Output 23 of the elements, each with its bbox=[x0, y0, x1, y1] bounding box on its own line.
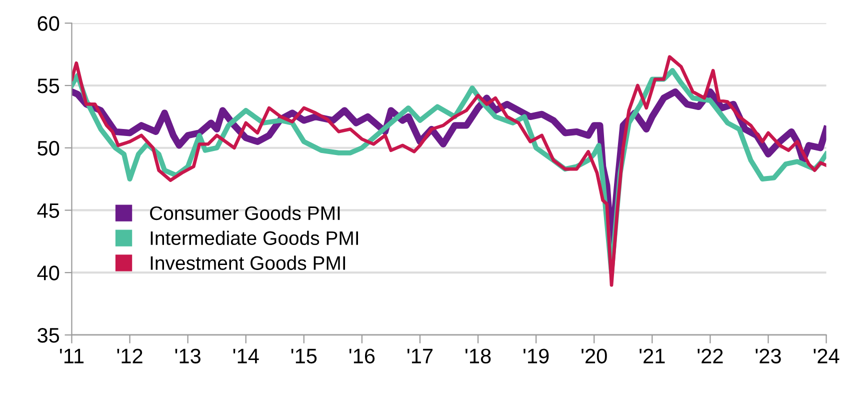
y-tick-label: 35 bbox=[38, 328, 60, 343]
x-tick-label: '21 bbox=[640, 348, 665, 364]
x-tick-label: '12 bbox=[117, 348, 142, 364]
legend-label: Intermediate Goods PMI bbox=[150, 230, 358, 246]
x-tick-label: '16 bbox=[349, 348, 375, 364]
y-tick-label: 55 bbox=[38, 78, 60, 94]
y-tick-label: 50 bbox=[38, 140, 60, 156]
x-tick-label: '19 bbox=[524, 348, 549, 364]
x-tick-label: '13 bbox=[175, 348, 200, 364]
x-tick-label: '23 bbox=[756, 348, 781, 364]
y-tick-label: 45 bbox=[37, 203, 60, 218]
x-tick-label: '18 bbox=[466, 348, 491, 364]
y-tick-label: 60 bbox=[38, 16, 60, 31]
y-tick-label: 40 bbox=[37, 266, 60, 280]
x-tick-label: '24 bbox=[814, 348, 840, 364]
legend-label: Investment Goods PMI bbox=[150, 256, 346, 270]
x-tick-label: '22 bbox=[698, 348, 723, 364]
x-tick-label: '11 bbox=[60, 348, 84, 364]
x-tick-label: '14 bbox=[233, 348, 259, 364]
legend-label: Consumer Goods PMI bbox=[150, 206, 340, 220]
x-tick-label: '20 bbox=[582, 348, 607, 364]
x-tick-label: '15 bbox=[291, 348, 317, 364]
x-tick-label: '17 bbox=[407, 348, 433, 364]
